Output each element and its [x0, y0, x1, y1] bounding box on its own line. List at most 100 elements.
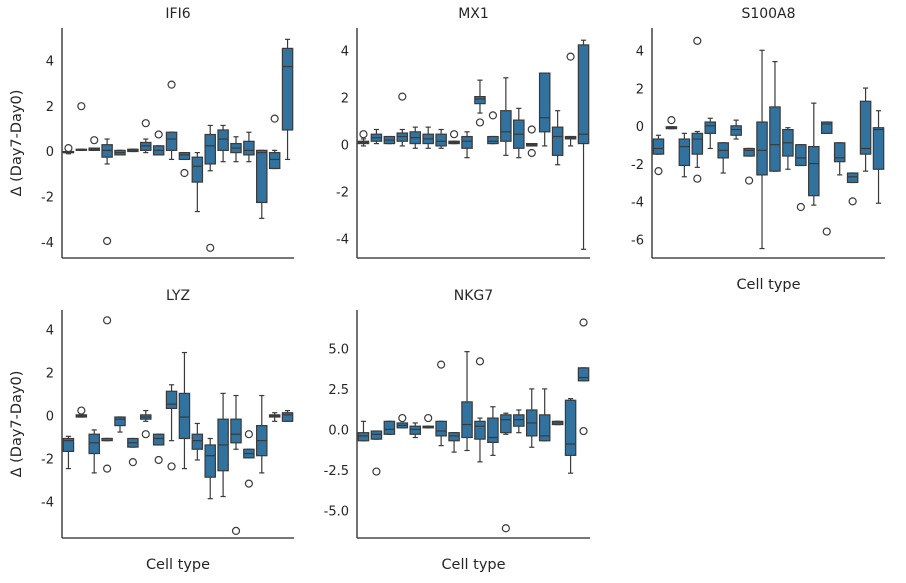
- outlier: [64, 143, 73, 153]
- outlier: [848, 197, 857, 206]
- x-axis-label: Cell type: [441, 557, 505, 573]
- outlier: [822, 227, 831, 236]
- outlier: [527, 148, 536, 158]
- box: [678, 138, 691, 167]
- outlier: [667, 116, 676, 125]
- y-tick-label: 0: [46, 145, 54, 160]
- box: [691, 132, 704, 155]
- box: [281, 47, 294, 131]
- y-tick-label: -4: [631, 196, 644, 211]
- outlier: [154, 455, 163, 465]
- outlier: [579, 318, 588, 327]
- y-tick-label: 2: [636, 82, 644, 97]
- box: [743, 147, 755, 157]
- x-axis-label: Cell type: [736, 277, 800, 293]
- y-tick-label: 4: [341, 44, 349, 59]
- box: [461, 135, 473, 149]
- box: [513, 414, 525, 427]
- y-tick-label: 4: [46, 54, 54, 69]
- outlier: [796, 202, 805, 212]
- y-axis-label: Δ (Day7-Day0): [9, 90, 25, 197]
- outlier: [141, 430, 150, 439]
- box: [178, 392, 191, 440]
- box: [191, 433, 204, 450]
- y-tick-label: -2: [631, 158, 644, 173]
- outlier: [90, 136, 99, 145]
- y-tick-label: -4: [41, 495, 54, 510]
- outlier: [206, 243, 215, 252]
- y-tick-label: 4: [46, 324, 54, 339]
- outlier: [501, 524, 510, 533]
- box: [409, 425, 422, 435]
- box: [487, 135, 499, 145]
- y-tick-label: 0: [636, 120, 644, 135]
- outlier: [77, 406, 86, 415]
- outlier: [744, 176, 754, 185]
- outlier: [449, 130, 459, 139]
- box: [808, 145, 820, 197]
- outlier: [693, 174, 702, 183]
- y-tick-label: -6: [631, 234, 644, 249]
- box: [872, 127, 885, 170]
- box: [204, 133, 216, 165]
- box: [500, 110, 512, 142]
- box: [538, 414, 551, 442]
- panel-title: IFI6: [165, 6, 190, 22]
- box: [114, 416, 126, 427]
- box: [795, 144, 807, 167]
- box: [165, 131, 178, 151]
- box: [152, 433, 165, 446]
- outlier: [270, 114, 279, 123]
- box: [833, 142, 846, 163]
- y-tick-label: 2: [341, 91, 349, 106]
- outlier: [693, 36, 702, 45]
- y-tick-label: -2.5: [324, 464, 349, 479]
- y-axis-label: Δ (Day7-Day0): [9, 371, 25, 478]
- box: [281, 412, 294, 422]
- outlier: [128, 458, 137, 467]
- x-axis-label: Cell type: [146, 557, 210, 573]
- outlier: [231, 526, 241, 536]
- box: [230, 418, 242, 444]
- box: [474, 96, 486, 105]
- outlier: [103, 316, 112, 325]
- box: [435, 133, 447, 147]
- outlier: [527, 125, 536, 134]
- box: [859, 100, 872, 155]
- box: [178, 152, 191, 161]
- outlier: [103, 464, 112, 473]
- y-tick-label: 2: [46, 367, 54, 382]
- outlier: [167, 80, 176, 89]
- box: [551, 126, 564, 156]
- box: [564, 399, 577, 456]
- box: [204, 444, 216, 478]
- box: [577, 44, 590, 145]
- box: [268, 152, 281, 170]
- outlier: [424, 413, 433, 423]
- box: [820, 121, 833, 134]
- box: [730, 125, 742, 136]
- y-tick-label: 0.0: [328, 424, 349, 439]
- y-tick-label: -2: [41, 190, 54, 205]
- box: [846, 172, 859, 184]
- box: [756, 121, 768, 176]
- box: [538, 72, 551, 133]
- y-tick-label: -2: [41, 452, 54, 467]
- box: [500, 414, 512, 434]
- box: [370, 430, 383, 440]
- box: [704, 121, 717, 134]
- y-tick-label: -4: [336, 232, 349, 247]
- y-tick-label: 5.0: [328, 343, 349, 358]
- outlier: [103, 236, 112, 246]
- box: [256, 149, 268, 204]
- box: [243, 140, 255, 156]
- outlier: [437, 360, 446, 369]
- outlier: [566, 52, 575, 61]
- y-tick-label: 4: [636, 45, 644, 60]
- y-tick-label: 2: [46, 100, 54, 115]
- outlier: [398, 92, 407, 101]
- box: [383, 420, 396, 435]
- panel-title: MX1: [458, 6, 489, 22]
- outlier: [398, 413, 407, 423]
